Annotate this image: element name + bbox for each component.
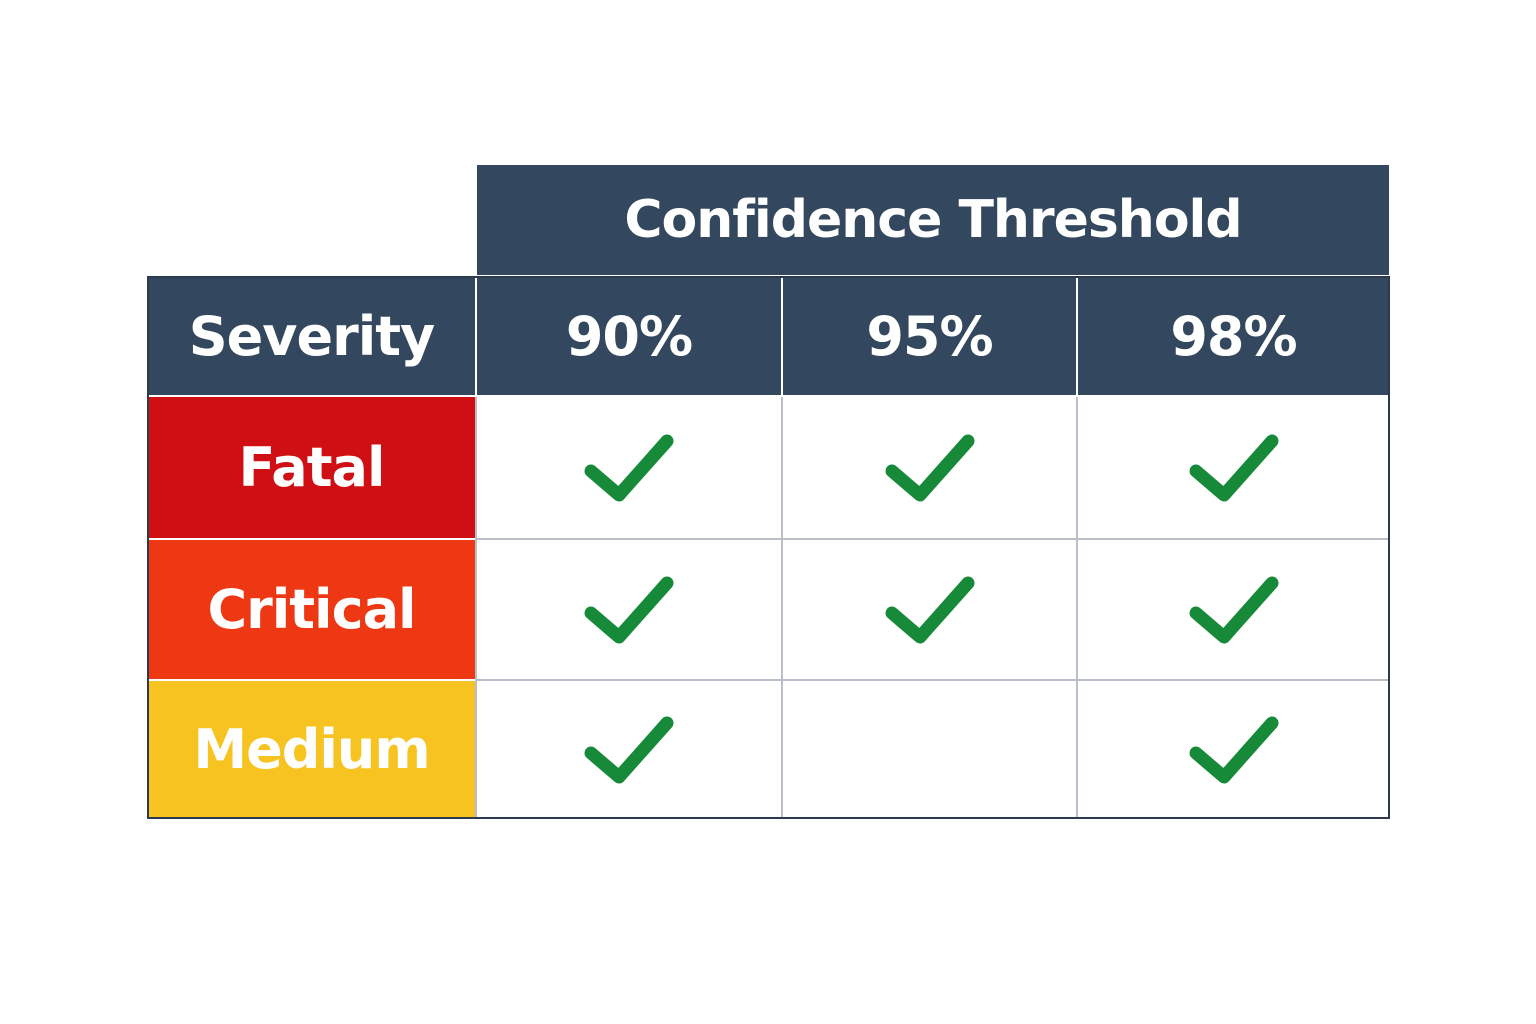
header-divider <box>148 538 475 540</box>
table-cell <box>477 681 781 818</box>
check-icon <box>1189 716 1278 783</box>
grid-line <box>477 679 1389 681</box>
column-header-95: 95% <box>783 277 1076 395</box>
grid-line <box>477 538 1389 540</box>
table-cell <box>1078 681 1389 818</box>
header-divider <box>475 277 477 395</box>
column-header-label: 98% <box>1170 304 1297 368</box>
table-cell <box>477 397 781 538</box>
header-divider <box>1076 277 1078 395</box>
header-divider <box>781 277 783 395</box>
check-icon <box>584 716 674 783</box>
confidence-threshold-label: Confidence Threshold <box>624 190 1242 250</box>
grid-line <box>475 397 477 818</box>
row-header-label: Fatal <box>238 436 386 499</box>
column-header-90: 90% <box>477 277 781 395</box>
table-cell <box>1078 397 1389 538</box>
confidence-threshold-header: Confidence Threshold <box>477 165 1389 275</box>
severity-header: Severity <box>148 277 475 395</box>
check-icon <box>885 576 974 643</box>
column-header-98: 98% <box>1078 277 1389 395</box>
grid-line <box>1076 397 1078 818</box>
table-cell <box>477 540 781 679</box>
table-cell <box>1078 540 1389 679</box>
table-cell <box>783 540 1076 679</box>
row-header-label: Critical <box>207 578 416 641</box>
row-header-medium: Medium <box>148 681 475 818</box>
row-header-label: Medium <box>193 718 430 781</box>
check-icon <box>1189 434 1278 501</box>
header-divider <box>148 679 475 681</box>
row-header-critical: Critical <box>148 540 475 679</box>
table-cell <box>783 681 1076 818</box>
header-divider <box>477 275 1389 277</box>
check-icon <box>885 434 974 501</box>
header-divider <box>148 395 1389 397</box>
column-header-label: 95% <box>866 304 993 368</box>
column-header-label: 90% <box>565 304 693 368</box>
row-header-fatal: Fatal <box>148 397 475 538</box>
grid-line <box>781 397 783 818</box>
check-icon <box>1189 576 1278 643</box>
severity-label: Severity <box>188 304 435 368</box>
check-icon <box>584 576 674 643</box>
check-icon <box>584 434 674 501</box>
table-cell <box>783 397 1076 538</box>
